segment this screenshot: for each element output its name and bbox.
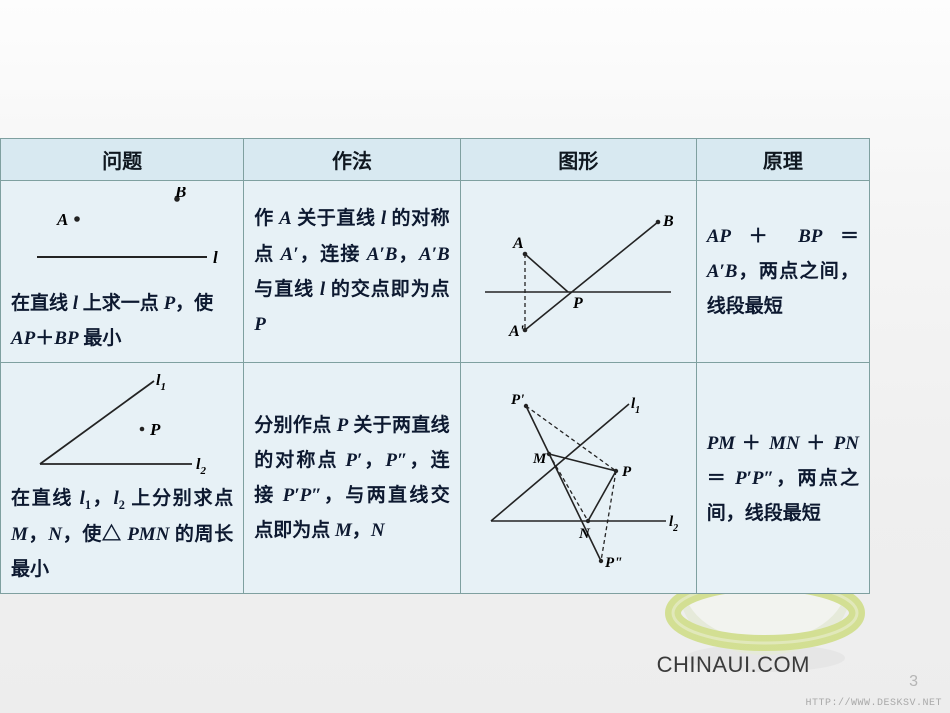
svg-text:P': P' — [511, 392, 524, 408]
cell-method-2: 分别作点 P 关于两直线的对称点 P′，P″，连接 P′P″，与两直线交点即为点… — [244, 363, 460, 594]
cell-question-2: P l1 l2 在直线 l1，l2 上分别求点 M，N，使△ PMN 的周长最小 — [1, 363, 244, 594]
svg-text:P": P" — [605, 555, 623, 571]
table-row: P l1 l2 在直线 l1，l2 上分别求点 M，N，使△ PMN 的周长最小… — [1, 363, 870, 594]
row1-graph-diagram: A A' B P — [473, 202, 683, 342]
svg-text:P: P — [622, 464, 632, 480]
cell-principle-2: PM ＋ MN ＋ PN ＝ P′P″，两点之间，线段最短 — [696, 363, 869, 594]
svg-text:P: P — [572, 295, 583, 312]
cell-graph-2: P' M P N P" l1 l2 — [460, 363, 696, 594]
row1-question-diagram: A B l — [17, 187, 227, 282]
svg-text:P: P — [149, 420, 161, 439]
svg-text:N: N — [578, 526, 591, 542]
svg-text:l1: l1 — [156, 372, 166, 393]
svg-text:l2: l2 — [669, 514, 678, 534]
svg-text:M: M — [532, 451, 547, 467]
svg-text:B: B — [174, 187, 186, 201]
cell-graph-1: A A' B P — [460, 181, 696, 363]
svg-text:l: l — [213, 248, 218, 267]
header-principle: 原理 — [696, 139, 869, 181]
svg-text:B: B — [662, 213, 674, 230]
svg-text:A: A — [512, 235, 524, 252]
cell-question-1: A B l 在直线 l 上求一点 P，使 AP＋BP 最小 — [1, 181, 244, 363]
header-question: 问题 — [1, 139, 244, 181]
table-row: A B l 在直线 l 上求一点 P，使 AP＋BP 最小 作 A 关于直线 l… — [1, 181, 870, 363]
brand-text: CHINAUI.COM — [657, 652, 810, 678]
svg-text:A: A — [56, 210, 68, 229]
svg-text:A': A' — [508, 323, 525, 340]
cell-method-1: 作 A 关于直线 l 的对称点 A′，连接 A′B，A′B 与直线 l 的交点即… — [244, 181, 460, 363]
header-method: 作法 — [244, 139, 460, 181]
row2-question-diagram: P l1 l2 — [22, 369, 222, 479]
table-header-row: 问题 作法 图形 原理 — [1, 139, 870, 181]
header-graph: 图形 — [460, 139, 696, 181]
svg-text:l2: l2 — [196, 456, 206, 477]
svg-text:l1: l1 — [631, 396, 640, 416]
copyright-text: HTTP://WWW.DESKSV.NET — [805, 698, 942, 709]
main-table: 问题 作法 图形 原理 A B l 在直线 l 上求一点 P，使 AP＋BP 最… — [0, 138, 870, 594]
cell-principle-1: AP ＋ BP ＝ A′B，两点之间，线段最短 — [696, 181, 869, 363]
row2-graph-diagram: P' M P N P" l1 l2 — [471, 386, 686, 571]
page-number: 3 — [909, 673, 918, 691]
